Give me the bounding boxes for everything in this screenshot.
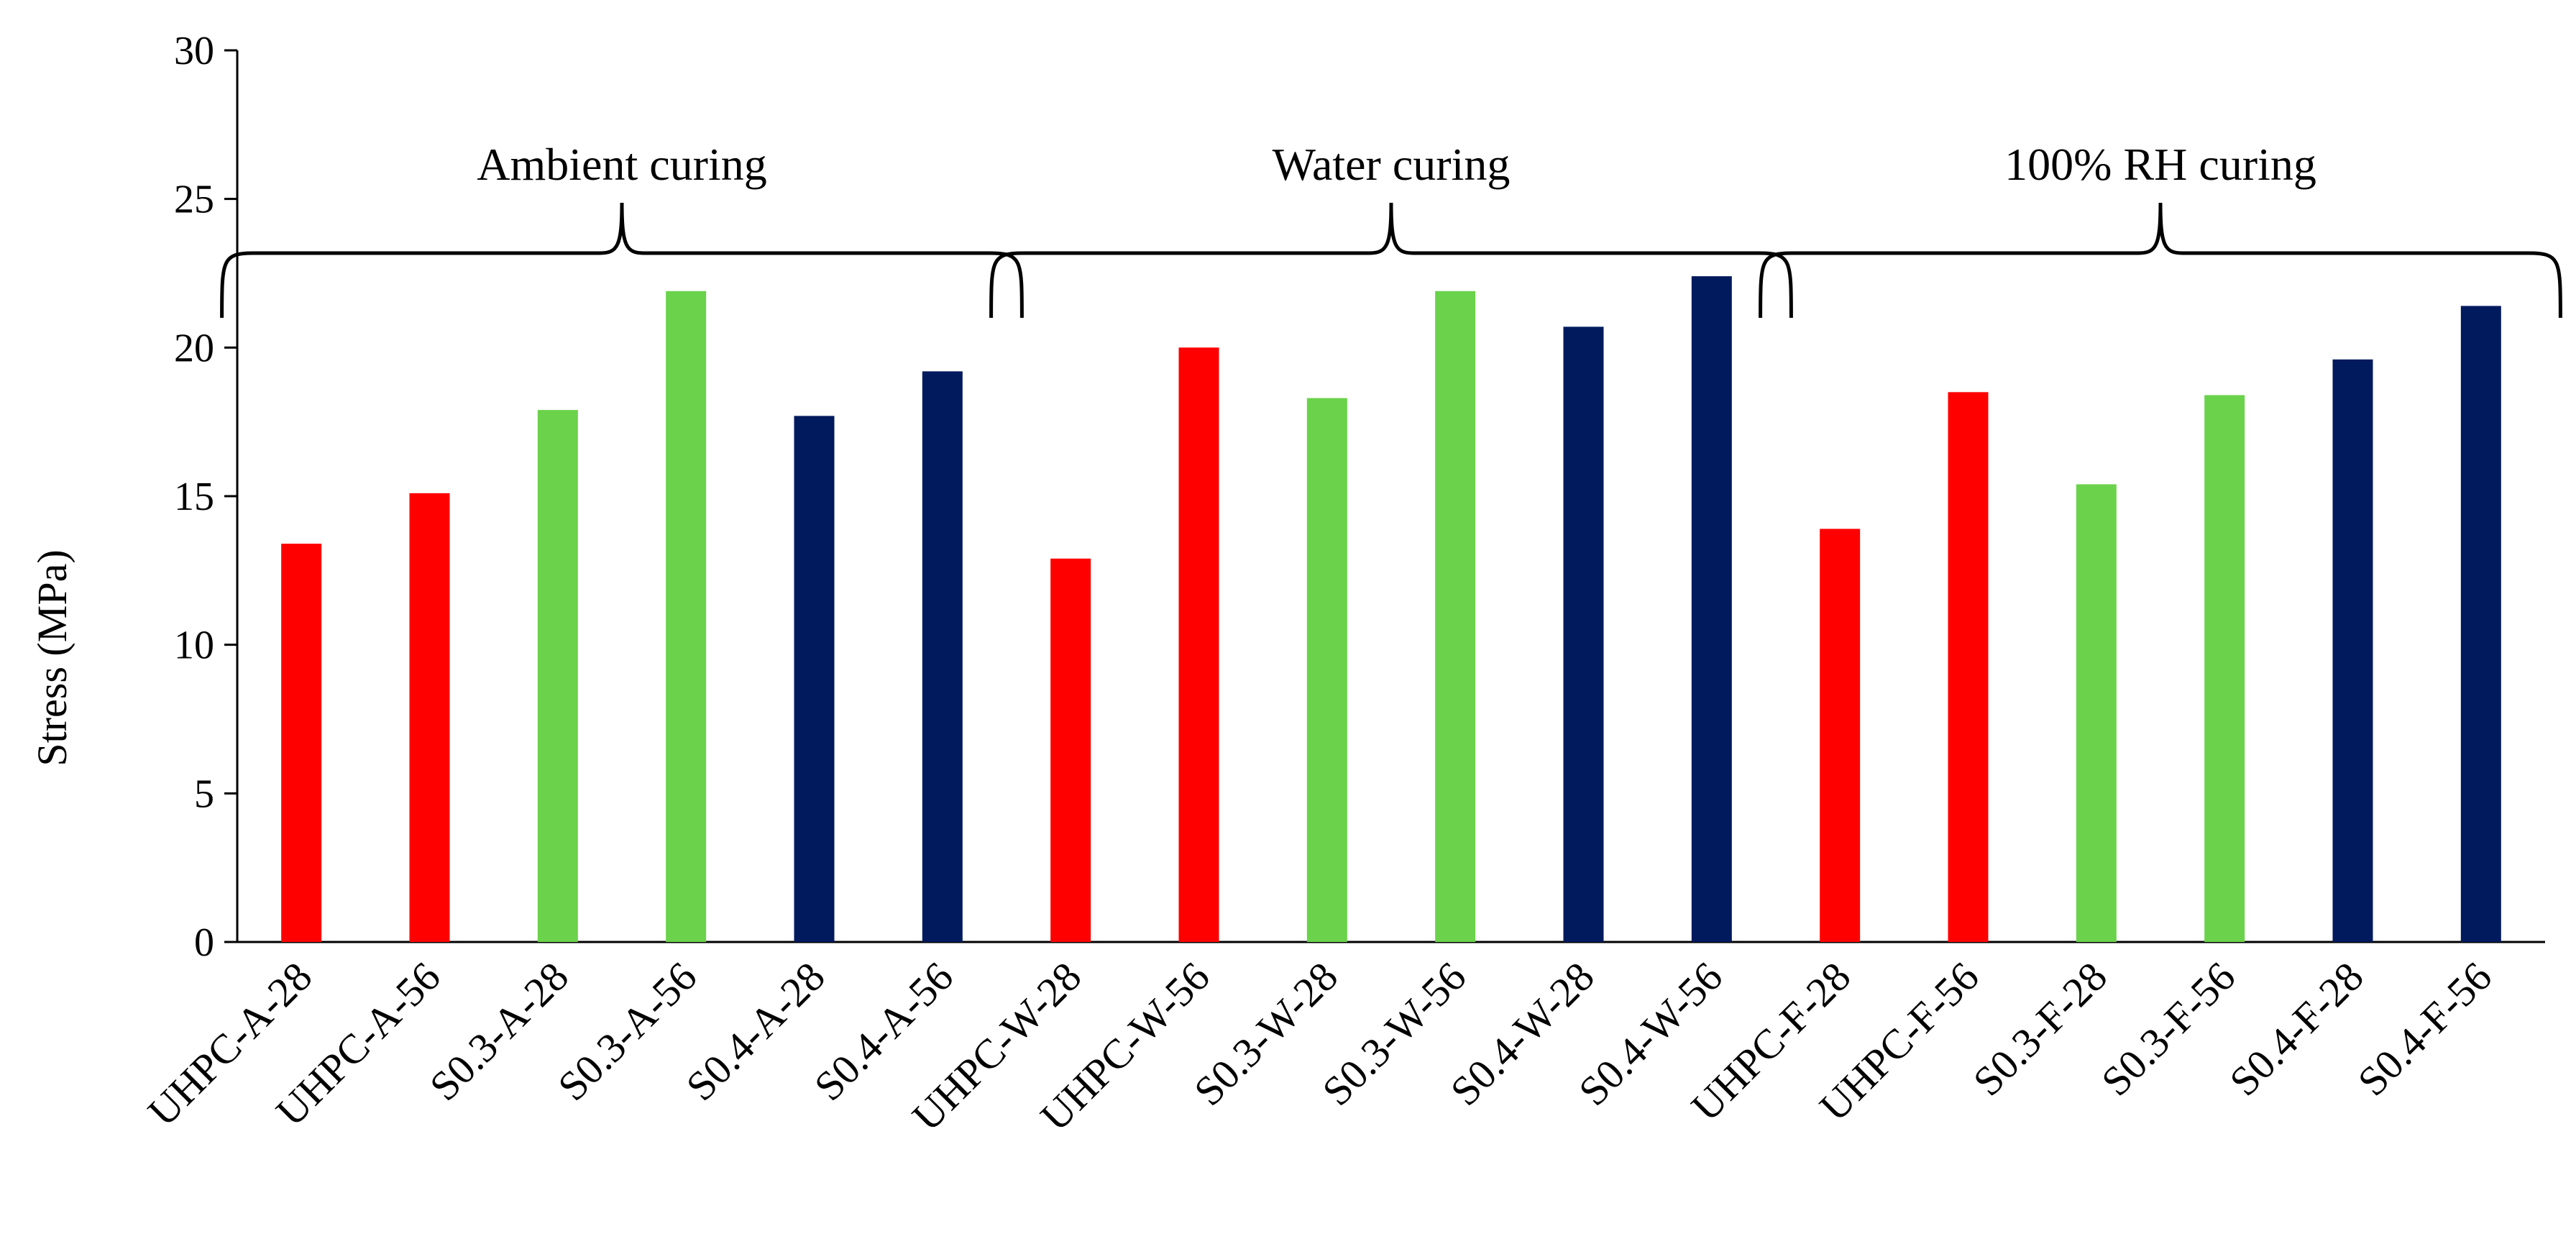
bar-s0-3-f-28: [2076, 484, 2117, 942]
y-tick-label: 10: [174, 623, 214, 668]
bar-s0-4-a-28: [794, 416, 835, 942]
x-tick-label: S0.4-F-28: [2221, 953, 2373, 1104]
bar-uhpc-f-28: [1820, 529, 1861, 942]
y-tick-label: 30: [174, 29, 214, 73]
bar-uhpc-w-28: [1050, 558, 1091, 942]
bar-s0-4-f-56: [2460, 306, 2501, 942]
y-ticks: 0 5 10 15 20 25 30: [174, 29, 237, 965]
bar-s0-3-w-28: [1306, 398, 1347, 942]
bar-uhpc-f-56: [1948, 392, 1989, 942]
x-tick-label: S0.4-F-56: [2349, 953, 2501, 1104]
x-tick-label: S0.3-A-28: [421, 953, 577, 1110]
x-tick-label: S0.3-F-56: [2092, 953, 2244, 1104]
y-tick-label: 15: [174, 475, 214, 519]
y-axis-label: Stress (MPa): [29, 549, 75, 766]
bars: [281, 276, 2501, 943]
bar-uhpc-a-28: [281, 544, 322, 942]
bar-s0-3-a-56: [666, 291, 707, 942]
y-tick-label: 0: [194, 920, 214, 965]
group-label: Water curing: [1273, 139, 1511, 190]
bar-s0-4-f-28: [2332, 359, 2373, 942]
bar-s0-4-w-28: [1563, 326, 1604, 942]
group-label: 100% RH curing: [2004, 139, 2316, 190]
y-tick-label: 20: [174, 326, 214, 370]
bar-s0-3-w-56: [1435, 291, 1476, 942]
x-tick-label: S0.3-A-56: [549, 953, 705, 1110]
group-bracket-1: [220, 202, 1024, 319]
x-tick-labels: UHPC-A-28UHPC-A-56S0.3-A-28S0.3-A-56S0.4…: [139, 953, 2501, 1140]
group-label: Ambient curing: [477, 139, 766, 190]
y-tick-label: 25: [174, 178, 214, 222]
bar-s0-4-w-56: [1691, 276, 1732, 943]
x-tick-label: S0.3-F-28: [1964, 953, 2116, 1104]
group-bracket-2: [989, 202, 1793, 319]
bar-s0-3-f-56: [2204, 395, 2245, 942]
y-tick-label: 5: [194, 772, 214, 816]
x-tick-label: S0.4-A-28: [677, 953, 834, 1110]
group-bracket-3: [1759, 202, 2562, 319]
bar-s0-3-a-28: [537, 410, 578, 942]
group-brackets: Ambient curing Water curing 100% RH curing: [220, 139, 2562, 319]
bar-uhpc-a-56: [409, 493, 450, 942]
bar-uhpc-w-56: [1178, 347, 1219, 942]
bar-s0-4-a-56: [922, 371, 963, 942]
